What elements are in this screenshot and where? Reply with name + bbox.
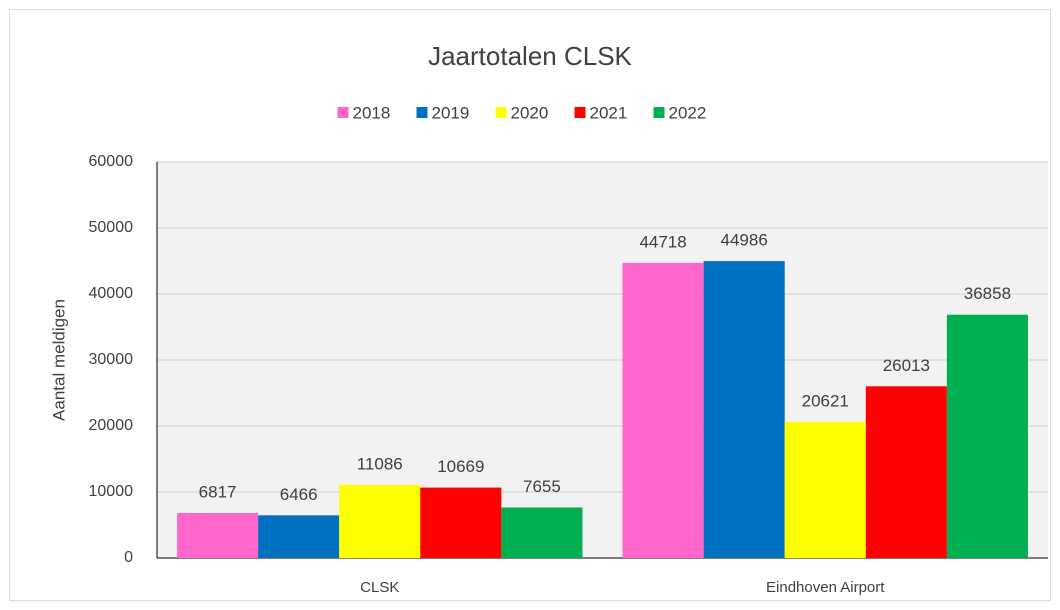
legend-label: 2022 xyxy=(669,103,707,122)
data-label: 11086 xyxy=(357,454,403,473)
data-label: 44718 xyxy=(639,232,686,251)
legend-swatch xyxy=(653,107,665,118)
y-tick-label: 20000 xyxy=(89,417,134,434)
y-tick-label: 40000 xyxy=(89,285,134,302)
data-label: 20621 xyxy=(802,391,849,410)
legend-label: 2019 xyxy=(432,103,470,122)
x-tick-label: CLSK xyxy=(360,579,399,596)
y-tick-label: 60000 xyxy=(89,153,134,170)
bar xyxy=(703,261,785,558)
data-label: 36858 xyxy=(964,284,1011,303)
bar xyxy=(501,507,583,558)
bar xyxy=(177,513,259,558)
bar xyxy=(258,515,340,558)
y-tick-label: 30000 xyxy=(89,351,134,368)
y-axis-label: Aantal meldigen xyxy=(49,299,68,421)
data-label: 10669 xyxy=(437,457,484,476)
legend-label: 2020 xyxy=(511,103,549,122)
y-tick-label: 50000 xyxy=(89,219,134,236)
data-label: 6817 xyxy=(199,482,237,501)
bar xyxy=(946,314,1028,558)
data-label: 6466 xyxy=(280,485,318,504)
y-tick-label: 10000 xyxy=(89,483,134,500)
legend-swatch xyxy=(495,107,507,118)
chart-title: Jaartotalen CLSK xyxy=(428,41,632,71)
legend-label: 2018 xyxy=(353,103,391,122)
data-label: 44986 xyxy=(721,231,768,250)
legend-swatch xyxy=(416,107,428,118)
y-tick-label: 0 xyxy=(124,549,133,566)
bar xyxy=(865,386,947,558)
legend-swatch xyxy=(574,107,586,118)
legend-label: 2021 xyxy=(590,103,628,122)
data-label: 26013 xyxy=(883,356,930,375)
bar xyxy=(420,487,502,558)
data-label: 7655 xyxy=(523,477,561,496)
bar xyxy=(339,484,421,558)
bar xyxy=(622,262,704,558)
bar xyxy=(784,421,866,558)
x-tick-label: Eindhoven Airport xyxy=(766,579,885,596)
legend-swatch xyxy=(337,107,349,118)
